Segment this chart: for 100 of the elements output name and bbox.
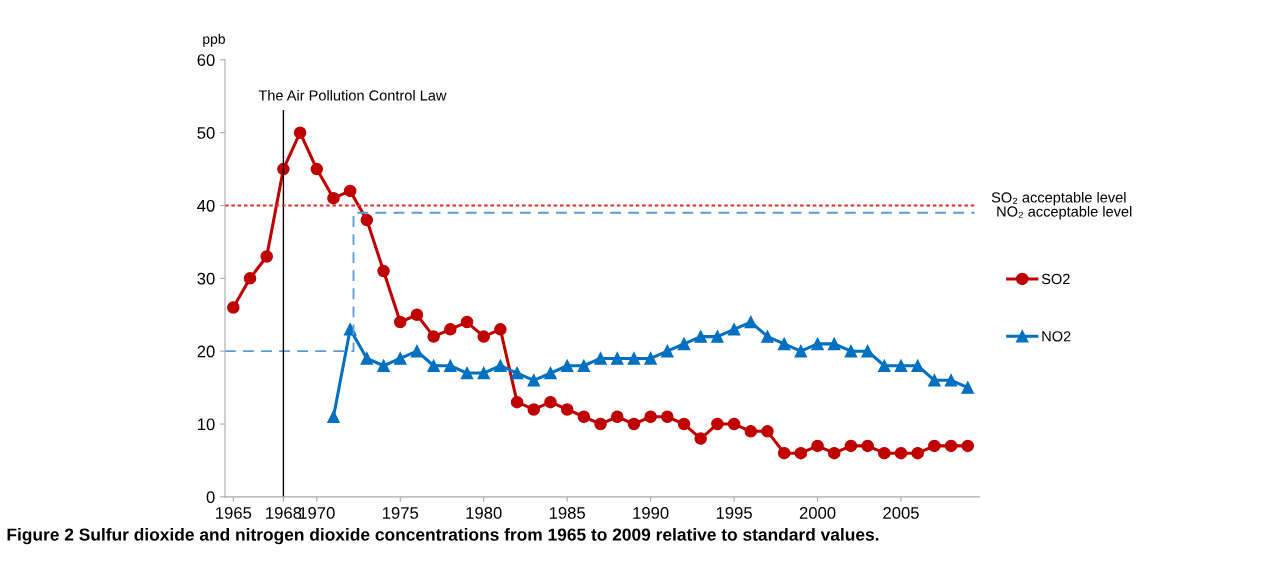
ref-line-label: The Air Pollution Control Law: [258, 89, 447, 101]
point: [427, 330, 440, 343]
point: [310, 162, 324, 176]
point: [427, 359, 440, 373]
point: [560, 359, 574, 373]
point: [811, 439, 824, 453]
point: [677, 417, 691, 431]
point: [544, 366, 557, 380]
point: [510, 366, 524, 380]
point: [327, 191, 340, 205]
caption: Figure 2 Sulfur dioxide and nitrogen dioxide concentrations from 1965 to 2009 relative to standard values.: [7, 528, 879, 545]
y-tick-label: 30: [197, 272, 215, 285]
point: [527, 403, 541, 416]
point: [727, 323, 741, 336]
point: [911, 359, 924, 373]
point: [594, 417, 607, 431]
point: [494, 323, 507, 336]
point: [227, 301, 240, 314]
point: [394, 315, 407, 329]
point: [377, 359, 390, 373]
point: [961, 439, 975, 453]
point: [844, 439, 858, 453]
point: [377, 264, 390, 278]
point: [627, 417, 641, 431]
point: [444, 359, 457, 373]
point: [827, 446, 841, 460]
point: [694, 330, 707, 343]
point: [844, 344, 858, 358]
point: [744, 425, 758, 438]
point: [460, 315, 474, 329]
point: [343, 323, 357, 336]
point: [944, 439, 958, 453]
point: [610, 410, 624, 423]
legend-label: SO2: [1041, 273, 1070, 285]
point: [477, 330, 490, 343]
point: [861, 439, 874, 453]
x-tick-label: 1965: [216, 507, 252, 519]
point: [861, 344, 874, 358]
point: [944, 374, 958, 387]
point: [510, 395, 524, 409]
point: [777, 337, 791, 351]
point: [544, 395, 557, 409]
point: [644, 352, 657, 365]
point: [293, 126, 307, 139]
point: [827, 337, 841, 351]
y-tick-label: 40: [197, 199, 215, 212]
x-tick-label: 1995: [716, 507, 752, 519]
point: [878, 359, 891, 373]
point: [644, 410, 657, 423]
y-tick-label: 10: [198, 418, 215, 431]
x-tick-label: 1985: [549, 507, 586, 519]
y-axis-title: ppb: [203, 33, 225, 47]
y-tick-label: 50: [197, 127, 215, 139]
point: [694, 432, 707, 445]
point: [928, 439, 941, 453]
point: [761, 330, 774, 343]
point: [928, 374, 941, 387]
point: [243, 272, 257, 285]
point: [911, 446, 924, 460]
point: [343, 184, 357, 198]
point: [878, 446, 891, 460]
point: [577, 410, 591, 423]
y-tick-label: 60: [197, 54, 215, 66]
point: [410, 308, 424, 322]
point: [627, 352, 641, 365]
point: [777, 446, 791, 460]
x-tick-label: 1975: [382, 507, 419, 519]
point: [260, 250, 273, 263]
point: [677, 337, 691, 351]
y-tick-label: 0: [206, 491, 215, 504]
point: [460, 366, 474, 380]
point: [410, 344, 424, 358]
point: [527, 374, 541, 387]
point: [661, 344, 674, 358]
point: [360, 213, 374, 227]
point: [394, 352, 407, 365]
point: [894, 359, 908, 373]
point: [477, 366, 490, 380]
x-tick-label: 2000: [799, 507, 836, 519]
x-tick-label: 1990: [633, 507, 669, 519]
legend-label: NO2: [1042, 331, 1071, 342]
point: [761, 425, 774, 438]
point: [577, 359, 591, 373]
point: [711, 417, 724, 431]
x-tick-label: 1980: [466, 507, 502, 519]
point: [661, 410, 674, 423]
series-label: NO₂ acceptable level: [997, 205, 1132, 220]
point: [794, 446, 808, 460]
point: [610, 352, 624, 365]
point: [444, 323, 457, 336]
point: [327, 410, 340, 423]
point: [594, 352, 607, 365]
point: [894, 446, 908, 460]
point: [794, 344, 808, 358]
y-tick-label: 20: [197, 345, 215, 358]
x-tick-label: 2005: [883, 507, 919, 519]
ref-line-label: SO₂ acceptable level: [991, 191, 1126, 206]
point: [744, 315, 758, 329]
point: [360, 352, 374, 365]
point: [494, 359, 507, 373]
